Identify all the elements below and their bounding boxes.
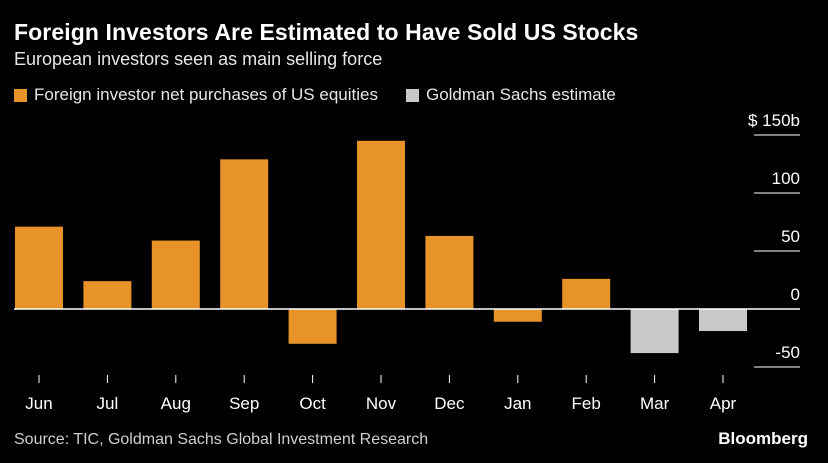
x-tick-label: Dec [434, 394, 465, 413]
x-tick-label: Apr [710, 394, 737, 413]
bar-dec [425, 235, 474, 309]
bar-sep [220, 159, 269, 309]
x-tick-label: Jul [97, 394, 119, 413]
x-tick-label: Aug [161, 394, 191, 413]
chart-subtitle: European investors seen as main selling … [14, 49, 383, 69]
legend-item-net-purchases: Foreign investor net purchases of US equ… [14, 85, 378, 105]
y-tick-label: -50 [775, 343, 800, 362]
x-tick-label: Sep [229, 394, 259, 413]
bloomberg-logo: Bloomberg [718, 429, 808, 448]
x-tick-label: Oct [299, 394, 326, 413]
y-tick-label: 100 [772, 169, 800, 188]
x-tick-label: Jan [504, 394, 531, 413]
y-tick-label: $ 150b [748, 111, 800, 130]
x-tick-label: Feb [572, 394, 601, 413]
legend: Foreign investor net purchases of US equ… [14, 85, 644, 105]
bar-jul [83, 281, 132, 309]
bar-aug [151, 240, 200, 309]
bar-feb [562, 278, 611, 309]
bar-jan [493, 309, 542, 322]
source-note: Source: TIC, Goldman Sachs Global Invest… [14, 431, 429, 448]
bar-apr [699, 309, 747, 332]
bar-jun [15, 226, 63, 309]
legend-label-goldman-estimate: Goldman Sachs estimate [425, 85, 616, 104]
legend-label-net-purchases: Foreign investor net purchases of US equ… [34, 85, 378, 104]
x-tick-label: Jun [25, 394, 52, 413]
legend-swatch-orange [14, 88, 27, 102]
bar-nov [357, 140, 405, 309]
bar-oct [288, 309, 337, 344]
chart-title: Foreign Investors Are Estimated to Have … [14, 19, 639, 45]
legend-swatch-gray [405, 88, 419, 102]
y-tick-label: 0 [791, 285, 800, 304]
x-tick-label: Nov [366, 394, 397, 413]
x-tick-label: Mar [640, 394, 670, 413]
bar-mar [630, 309, 679, 354]
y-tick-label: 50 [781, 227, 800, 246]
legend-item-goldman-estimate: Goldman Sachs estimate [405, 85, 616, 105]
